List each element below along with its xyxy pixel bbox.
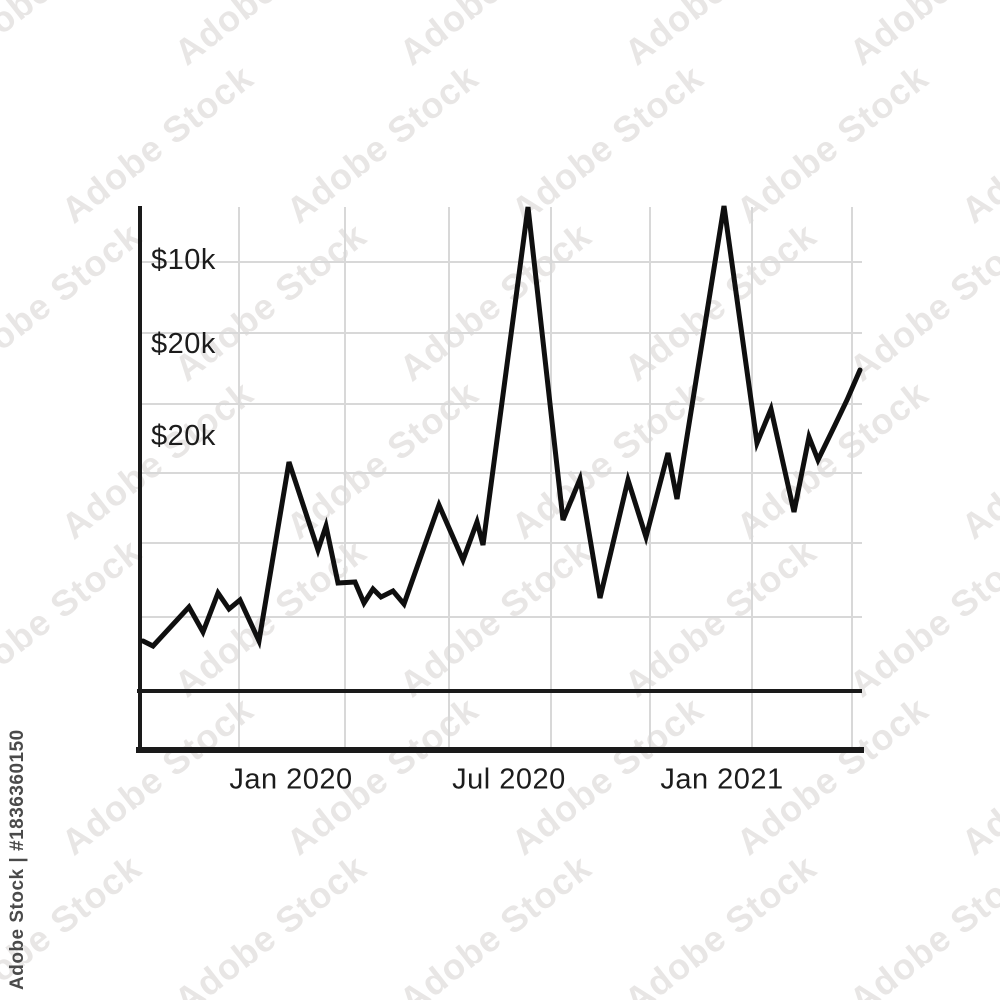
y-tick-label-3: $20k xyxy=(151,419,216,452)
x-tick-label-2: Jul 2020 xyxy=(452,763,566,796)
x-tick-label-3: Jan 2021 xyxy=(660,763,784,796)
y-tick-label-1: $10k xyxy=(151,243,216,276)
adobe-stock-credit-text: Adobe Stock | #1836360150 xyxy=(7,729,28,990)
data-series-line xyxy=(140,205,863,650)
y-tick-label-2: $20k xyxy=(151,327,216,360)
x-tick-label-1: Jan 2020 xyxy=(229,763,353,796)
